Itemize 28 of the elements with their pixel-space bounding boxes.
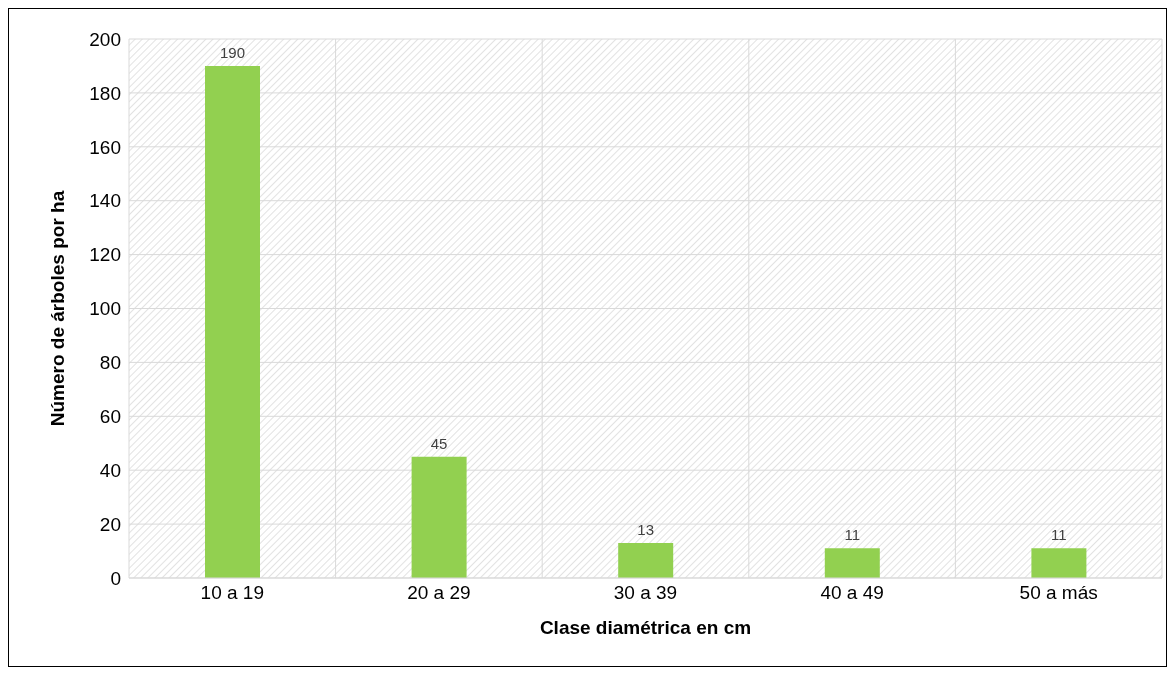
x-tick-label: 10 a 19: [200, 582, 264, 604]
y-tick-label: 140: [89, 190, 121, 212]
x-tick-label: 50 a más: [1019, 582, 1098, 604]
bar: [618, 542, 674, 578]
data-label: 11: [1051, 526, 1067, 544]
y-axis-title: Número de árboles por ha: [46, 190, 68, 427]
bar: [411, 456, 467, 578]
x-tick-label: 20 a 29: [407, 582, 471, 604]
y-tick-label: 120: [89, 244, 121, 266]
y-tick-label: 0: [110, 567, 121, 589]
data-label: 13: [637, 520, 655, 538]
y-tick-label: 60: [99, 406, 121, 428]
y-tick-label: 160: [89, 136, 121, 158]
x-tick-label: 30 a 39: [613, 582, 678, 604]
y-tick-label: 200: [89, 28, 121, 50]
y-tick-label: 40: [99, 459, 121, 481]
bar: [824, 548, 880, 578]
y-tick-label: 180: [89, 82, 121, 104]
data-label: 45: [430, 434, 448, 452]
y-tick-label: 80: [99, 352, 121, 374]
bar: [1031, 548, 1087, 578]
data-label: 190: [219, 43, 246, 61]
y-tick-label: 20: [99, 513, 121, 535]
x-tick-label: 40 a 49: [820, 582, 884, 604]
bar: [205, 65, 260, 578]
x-axis-title: Clase diamétrica en cm: [539, 617, 752, 638]
data-label: 11: [844, 526, 861, 544]
y-tick-label: 100: [89, 298, 121, 320]
